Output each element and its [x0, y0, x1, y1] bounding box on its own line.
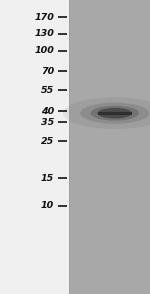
Ellipse shape	[80, 103, 149, 124]
Text: 130: 130	[34, 29, 54, 38]
Ellipse shape	[63, 97, 150, 129]
Ellipse shape	[98, 108, 132, 118]
Text: 170: 170	[34, 13, 54, 21]
Text: 25: 25	[41, 137, 54, 146]
Ellipse shape	[91, 106, 139, 121]
Text: 40: 40	[41, 107, 54, 116]
Text: 100: 100	[34, 46, 54, 55]
Text: 35: 35	[41, 118, 54, 126]
Bar	[69, 0, 150, 294]
Text: 55: 55	[41, 86, 54, 95]
Text: 70: 70	[41, 67, 54, 76]
Text: 10: 10	[41, 201, 54, 210]
Bar	[98, 112, 132, 115]
Text: 15: 15	[41, 174, 54, 183]
